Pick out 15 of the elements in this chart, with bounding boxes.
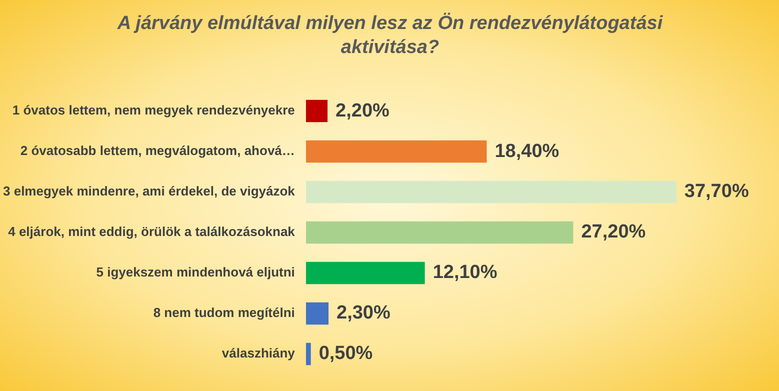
- y-tick-label: válaszhiány: [222, 346, 296, 361]
- y-tick-label: 1 óvatos lettem, nem megyek rendezvényekre: [12, 102, 295, 118]
- y-tick-label: 4 eljárok, mint eddig, örülök a találkozásoknak: [8, 224, 296, 240]
- y-tick-label: 3 elmegyek mindenre, ami érdekel, de vigyázok: [2, 184, 296, 199]
- data-label: 27,20%: [581, 222, 646, 243]
- data-label: 2,20%: [336, 100, 390, 122]
- y-tick-label: 2 óvatosabb lettem, megválogatom, ahová…: [20, 143, 295, 158]
- data-label: 0,50%: [318, 343, 373, 364]
- y-tick-label: 5 igyekszem mindenhová eljutni: [96, 264, 295, 280]
- chart-title: A járvány elmúltával milyen lesz az Ön rendezvénylátogatási aktivitása?: [116, 12, 664, 60]
- data-label: 18,40%: [494, 140, 560, 162]
- data-label: 2,30%: [336, 302, 390, 324]
- y-tick-label: 8 nem tudom megítélni: [153, 305, 295, 320]
- data-label: 37,70%: [684, 181, 749, 202]
- data-label: 12,10%: [432, 262, 498, 284]
